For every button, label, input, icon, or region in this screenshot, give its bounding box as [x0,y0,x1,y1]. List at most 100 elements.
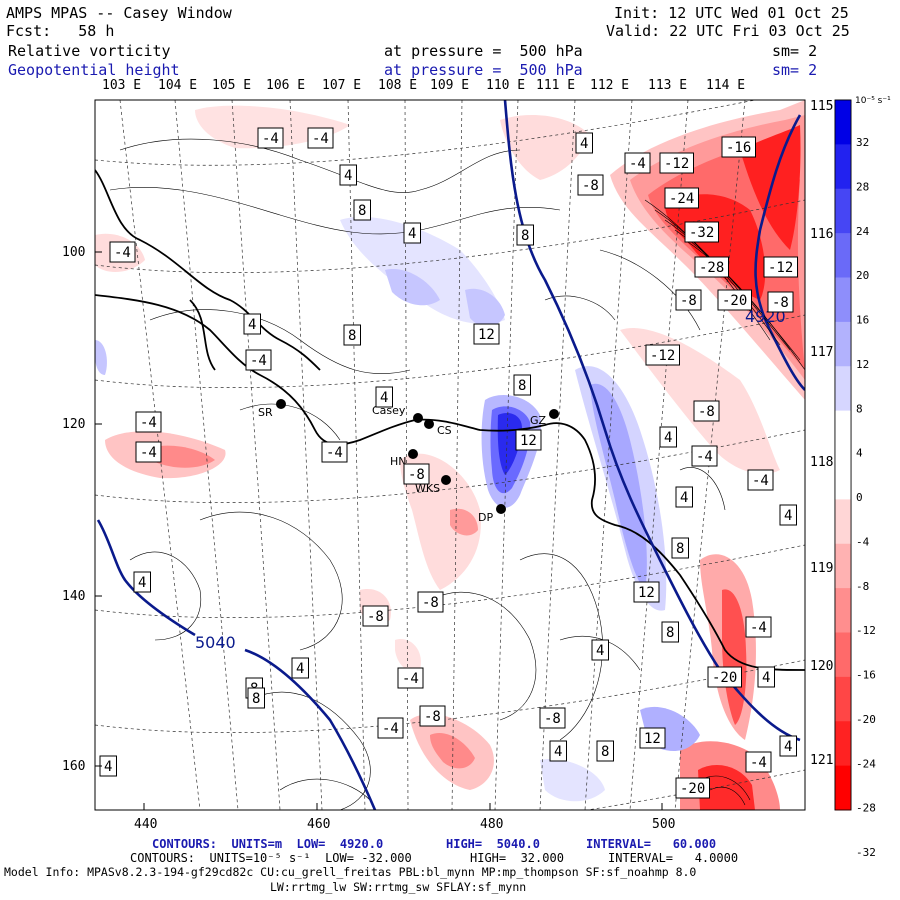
longitude-label: 110 E [486,78,525,93]
contour-label: 4 [403,222,421,244]
svg-text:8: 8 [358,203,366,219]
contour-label: 12 [633,581,660,603]
colorbar-tick-label: 24 [856,225,870,238]
y-tick-label: 160 [62,759,85,774]
forecast-hour: Fcst: 58 h [6,22,115,40]
contour-label: 4 [659,426,677,448]
contour-label: -4 [321,441,348,463]
x-tick-label: 440 [134,817,157,832]
svg-text:4: 4 [296,661,304,677]
svg-text:8: 8 [601,744,609,760]
colorbar-segment [835,721,851,767]
svg-text:-32: -32 [689,225,714,241]
stations: SR Casey CS HN WKS DP GZ [258,399,559,524]
svg-text:4: 4 [554,744,562,760]
colorbar [834,99,852,811]
svg-text:4: 4 [784,739,792,755]
plot-frame [94,99,806,811]
svg-text:-20: -20 [712,670,737,686]
height-label: 5040 [195,633,236,652]
longitude-label: 104 E [158,78,197,93]
svg-text:4: 4 [104,759,112,775]
contour-label: 4 [779,735,797,757]
svg-text:8: 8 [518,378,526,394]
svg-text:4: 4 [380,390,388,406]
colorbar-tick-label: -8 [856,580,869,593]
svg-text:4: 4 [344,168,352,184]
longitude-label: 103 E [102,78,141,93]
contour-labels: -4 -4 4 8 4 -4 8 4 -8 -4 -12 -16 -24 -32 -28 -12 -20 -8 -8… [99,127,798,799]
station-label: DP [478,511,493,524]
svg-text:4: 4 [408,226,416,242]
contour-label: -4 [257,127,284,149]
colorbar-segment [835,144,851,190]
footer-height-high: HIGH= 5040.0 [446,837,540,851]
svg-text:4: 4 [138,575,146,591]
svg-text:-20: -20 [680,781,705,797]
contour-label: -4 [397,667,424,689]
svg-text:4: 4 [596,643,604,659]
colorbar-tick-label: 4 [856,447,863,460]
contour-label: -4 [745,751,772,773]
colorbar-tick-label: 0 [856,491,863,504]
plot-area [95,100,805,810]
svg-text:12: 12 [478,327,495,343]
svg-text:-4: -4 [752,473,769,489]
contour-label: -4 [135,411,162,433]
footer-height-interval: INTERVAL= 60.000 [586,837,717,851]
colorbar-unit: 10⁻⁵ s⁻¹ [855,96,891,106]
longitude-label: 108 E [378,78,417,93]
colorbar-tick-label: 12 [856,358,869,371]
station-dot [424,419,434,429]
x-tick-label: 500 [652,817,675,832]
colorbar-tick-label: -24 [856,757,876,770]
svg-text:8: 8 [666,625,674,641]
longitude-label: 105 E [212,78,251,93]
svg-text:12: 12 [644,731,661,747]
colorbar-segment [835,321,851,367]
contour-label: -4 [245,349,272,371]
contour-label: -8 [693,400,720,422]
station-label: GZ [530,414,547,427]
svg-text:-24: -24 [669,191,694,207]
contour-label: -32 [684,221,719,243]
negative-vorticity-fills [95,100,805,810]
colorbar-segment [835,100,851,145]
x-tick-label: 480 [480,817,503,832]
station-dot [441,475,451,485]
svg-text:-4: -4 [250,353,267,369]
contour-label: 8 [247,687,265,709]
colorbar-tick-label: -32 [856,846,876,859]
contour-label: -8 [419,705,446,727]
colorbar-segment [835,410,851,456]
y-tick-label: 140 [62,589,85,604]
contour-label: 8 [671,537,689,559]
contour-label: 4 [779,504,797,526]
svg-text:-4: -4 [750,620,767,636]
svg-text:-4: -4 [312,131,329,147]
contour-label: -4 [624,152,651,174]
colorbar-tick-label: -28 [856,802,876,815]
svg-text:8: 8 [348,328,356,344]
svg-text:-8: -8 [422,595,439,611]
y-tick-label: 100 [62,245,85,260]
contour-label: 12 [515,429,542,451]
svg-text:-4: -4 [140,415,157,431]
colorbar-tick-label: -16 [856,669,876,682]
contour-label: 4 [575,132,593,154]
contour-label: -28 [694,256,729,278]
svg-text:-4: -4 [402,671,419,687]
contour-label: -8 [577,174,604,196]
svg-text:4: 4 [680,490,688,506]
contour-label: 4 [549,740,567,762]
svg-text:12: 12 [638,585,655,601]
contour-label: -8 [675,289,702,311]
svg-text:-4: -4 [326,445,343,461]
svg-text:4: 4 [784,508,792,524]
contour-label: 8 [661,621,679,643]
svg-text:-4: -4 [750,755,767,771]
contour-label: 8 [516,224,534,246]
y-axis-ticks: 100 120 140 160 [62,245,102,774]
contour-label: 12 [473,323,500,345]
